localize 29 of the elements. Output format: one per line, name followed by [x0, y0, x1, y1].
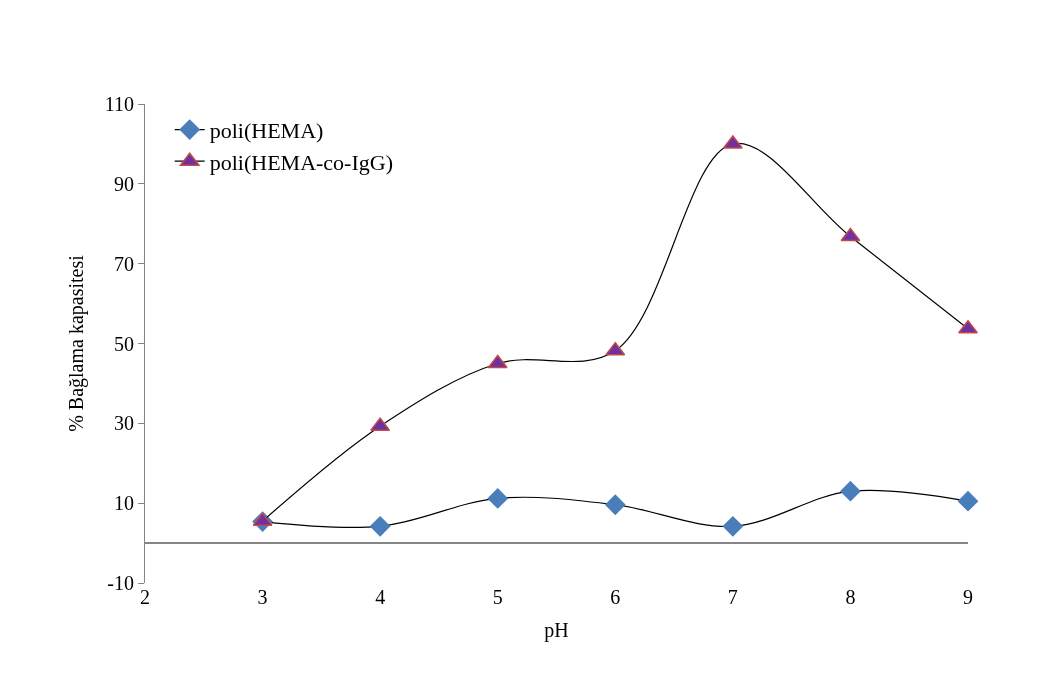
y-tick-label: 90: [114, 172, 134, 195]
point: [369, 515, 391, 537]
point: [957, 490, 979, 512]
legend-label: poli(HEMA-co-IgG): [209, 149, 393, 175]
point: [605, 341, 626, 356]
x-tick-label: 3: [257, 586, 268, 608]
y-tick-label: 30: [114, 412, 134, 435]
point: [487, 354, 508, 369]
x-tick-label: 6: [610, 586, 621, 608]
point: [487, 487, 509, 509]
x-tick-label: 9: [963, 586, 973, 608]
point: [840, 480, 861, 502]
y-tick-label: 10: [114, 492, 134, 515]
x-tick-label: 2: [140, 586, 150, 608]
point: [604, 494, 626, 516]
x-tick-label: 4: [375, 586, 386, 608]
y-tick-label: 50: [114, 332, 134, 355]
point: [958, 319, 978, 334]
point: [840, 227, 861, 242]
x-tick-label: 8: [845, 586, 856, 608]
point: [722, 515, 744, 537]
x-tick-label: 7: [727, 586, 738, 608]
legend-label: poli(HEMA): [209, 118, 324, 144]
y-tick-label: -10: [107, 572, 134, 594]
x-axis-title: pH: [544, 618, 569, 642]
y-tick-label: 110: [104, 93, 134, 115]
y-tick-label: 70: [114, 252, 134, 275]
x-tick-label: 5: [492, 586, 503, 608]
y-axis-title: % Bağlama kapasitesi: [65, 254, 89, 432]
